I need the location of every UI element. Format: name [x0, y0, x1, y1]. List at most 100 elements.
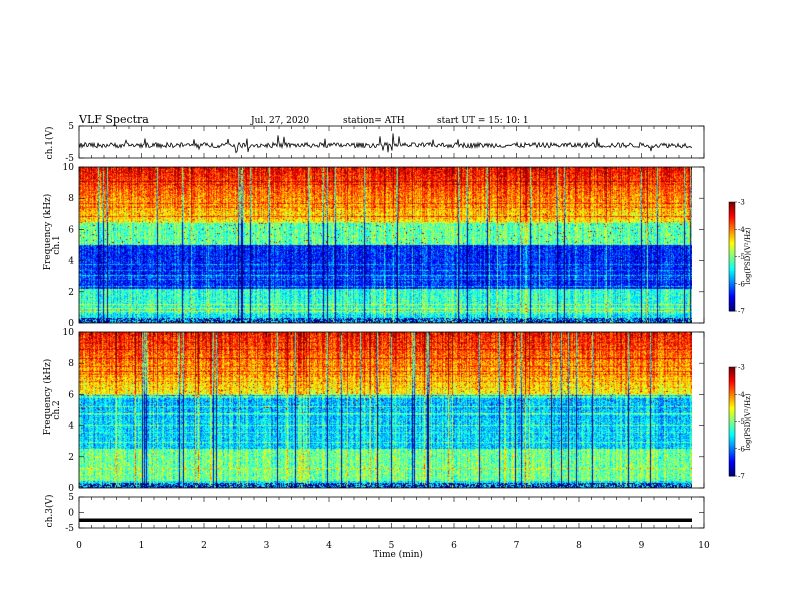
colorbar-segment: [729, 446, 735, 450]
y-tick-label: 0: [68, 509, 74, 519]
colorbar-segment: [729, 459, 735, 462]
colorbar-segment: [729, 305, 735, 308]
colorbar-segment: [729, 454, 735, 457]
colorbar-segment: [729, 296, 735, 299]
colorbar-segment: [729, 278, 735, 281]
colorbar-segment: [729, 397, 735, 401]
colorbar-tick-label: -3: [738, 199, 745, 207]
x-tick-label: 5: [389, 541, 395, 551]
colorbar-segment: [729, 292, 735, 296]
colorbar-segment: [729, 374, 735, 377]
y-tick-label: 10: [63, 163, 75, 173]
colorbar-segment: [729, 254, 735, 257]
x-tick-label: 7: [514, 541, 520, 551]
colorbar-segment: [729, 243, 735, 247]
y-tick-label: 8: [68, 359, 74, 369]
colorbar-tick-label: -4: [738, 226, 745, 234]
x-tick-label: 9: [639, 541, 645, 551]
colorbar-segment: [729, 207, 735, 210]
ch2-spectrogram-panel: [78, 331, 705, 489]
colorbar-segment: [729, 385, 735, 388]
colorbar-segment: [729, 294, 735, 297]
colorbar-segment: [729, 390, 735, 393]
ch1-colorbar: -3 -4 -5 -6 -7: [728, 199, 745, 316]
colorbar-segment: [729, 301, 735, 305]
colorbar-segment: [729, 377, 735, 381]
x-axis-label: Time (min): [373, 549, 423, 560]
ch3-waveform-ylabel: ch.3(V): [44, 495, 55, 528]
colorbar-segment: [729, 263, 735, 267]
colorbar-tick-label: -5: [738, 418, 745, 426]
ch1-waveform-line: [78, 133, 692, 154]
colorbar-segment: [729, 425, 735, 428]
y-tick-label: 8: [68, 194, 74, 204]
y-tick-label: 6: [68, 390, 74, 400]
colorbar-tick-label: -4: [738, 391, 745, 399]
y-tick-label: 5: [68, 122, 74, 132]
colorbar-segment: [729, 307, 735, 310]
colorbar-segment: [729, 381, 735, 384]
colorbar-segment: [729, 392, 735, 395]
colorbar-segment: [729, 367, 735, 370]
header-start-time: start UT = 15: 10: 1: [437, 116, 529, 126]
colorbar-segment: [729, 419, 735, 422]
colorbar-segment: [729, 231, 735, 234]
colorbar-segment: [729, 289, 735, 292]
y-tick-label: 0: [68, 319, 74, 329]
colorbar-segment: [729, 439, 735, 442]
colorbar-segment: [729, 276, 735, 279]
colorbar-segment: [729, 234, 735, 238]
colorbar-segment: [729, 281, 735, 285]
colorbar-segment: [729, 406, 735, 410]
ch1-spectrogram-ylabel-channel: ch.1: [52, 235, 62, 254]
colorbar-segment: [729, 247, 735, 250]
ch2-spectrogram-ylabel-channel: ch.2: [52, 400, 62, 419]
colorbar-segment: [729, 221, 735, 225]
colorbar-segment: [729, 456, 735, 459]
colorbar-segment: [729, 241, 735, 245]
colorbar-segment: [729, 287, 735, 290]
colorbar-segment: [729, 298, 735, 301]
colorbar-segment: [729, 434, 735, 437]
colorbar-segment: [729, 240, 735, 243]
ch2-colorbar: -3 -4 -5 -6 -7: [728, 364, 745, 481]
colorbar-segment: [729, 410, 735, 413]
colorbar-segment: [729, 463, 735, 466]
colorbar-segment: [729, 472, 735, 475]
colorbar-segment: [729, 452, 735, 455]
colorbar-segment: [729, 417, 735, 421]
colorbar-segment: [729, 428, 735, 432]
colorbar-segment: [729, 466, 735, 470]
ch1-waveform-ylabel: ch.1(V): [44, 127, 55, 160]
colorbar-segment: [729, 376, 735, 379]
colorbar-segment: [729, 408, 735, 412]
colorbar-segment: [729, 303, 735, 307]
colorbar-segment: [729, 258, 735, 261]
y-tick-label: 4: [68, 422, 74, 432]
x-tick-label: 0: [76, 541, 82, 551]
colorbar-tick-label: -7: [738, 473, 745, 481]
colorbar-segment: [729, 232, 735, 236]
colorbar-segment: [729, 285, 735, 288]
x-tick-label: 1: [139, 541, 145, 551]
colorbar-segment: [729, 399, 735, 403]
colorbar-segment: [729, 426, 735, 430]
colorbar-segment: [729, 372, 735, 375]
colorbar-segment: [729, 203, 735, 207]
colorbar-segment: [729, 211, 735, 214]
colorbar-segment: [729, 291, 735, 294]
colorbar-segment: [729, 416, 735, 419]
colorbar-segment: [729, 437, 735, 441]
ch1-colorbar-label: log(PSD)(V²/Hz): [744, 227, 752, 284]
colorbar-segment: [729, 269, 735, 272]
y-tick-label: 10: [63, 328, 75, 338]
header-date: Jul. 27, 2020: [250, 116, 309, 126]
y-tick-label: 0: [68, 484, 74, 494]
colorbar-segment: [729, 403, 735, 406]
colorbar-segment: [729, 450, 735, 453]
header-station: station= ATH: [343, 116, 405, 126]
colorbar-segment: [729, 205, 735, 208]
y-tick-label: 6: [68, 225, 74, 235]
colorbar-segment: [729, 396, 735, 399]
